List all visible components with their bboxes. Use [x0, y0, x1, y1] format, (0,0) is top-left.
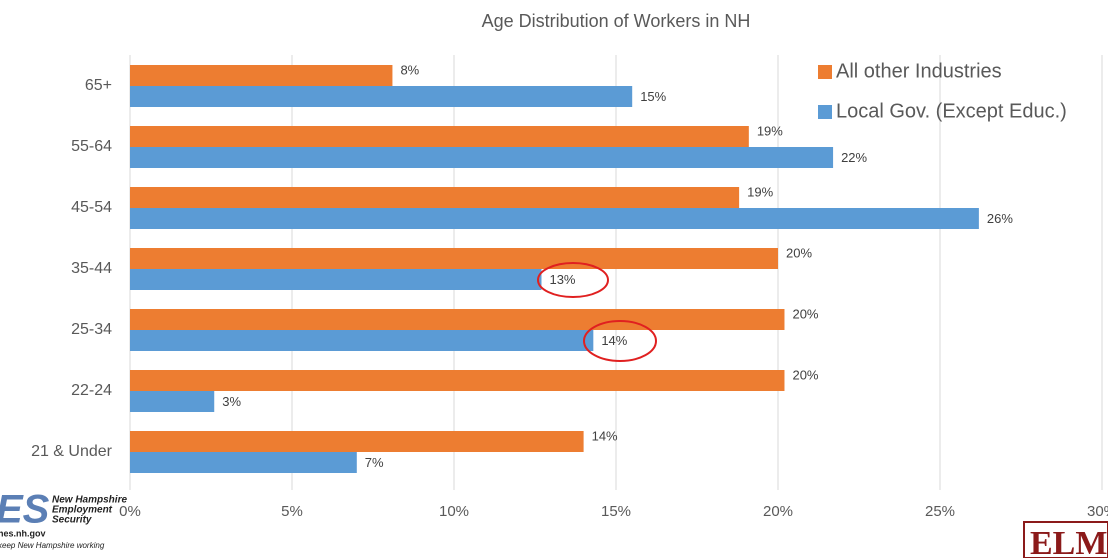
data-label: 14% [592, 428, 618, 443]
highlight-circle [537, 262, 609, 298]
bar [130, 452, 357, 473]
logo-text: New Hampshire [52, 495, 127, 506]
x-tick-label: 15% [601, 503, 631, 520]
bar [130, 248, 778, 269]
bar [130, 330, 594, 351]
bar [130, 86, 633, 107]
x-tick-label: 5% [281, 503, 303, 520]
elmi-logo: ELM [1023, 521, 1108, 558]
legend-swatch [818, 65, 832, 79]
chart-title: Age Distribution of Workers in NH [482, 11, 751, 31]
legend-label: Local Gov. (Except Educ.) [836, 100, 1067, 122]
bar [130, 309, 785, 330]
data-label: 15% [640, 89, 666, 104]
bar [130, 431, 584, 452]
logo-mark: ELM [1030, 525, 1107, 558]
bar [130, 187, 740, 208]
bar [130, 391, 215, 412]
y-tick-label: 65+ [85, 77, 112, 94]
bar [130, 147, 834, 168]
logo-tagline: keep New Hampshire working [0, 541, 105, 550]
data-label: 22% [841, 150, 867, 165]
data-label: 20% [792, 306, 818, 321]
logo-text: Employment [52, 505, 113, 516]
logo-box [1023, 521, 1108, 558]
y-tick-label: 55-64 [71, 138, 112, 155]
data-label: 8% [400, 62, 419, 77]
nhes-logo: ES New Hampshire Employment Security hes… [0, 488, 127, 551]
data-label: 7% [365, 455, 384, 470]
data-label: 13% [549, 272, 575, 287]
bar [130, 208, 979, 229]
y-tick-label: 21 & Under [31, 443, 113, 460]
y-tick-label: 35-44 [71, 260, 112, 277]
data-label: 20% [786, 245, 812, 260]
logo-mark: ES [0, 488, 50, 532]
data-label: 19% [757, 123, 783, 138]
y-tick-label: 25-34 [71, 321, 112, 338]
data-label: 19% [747, 184, 773, 199]
x-tick-label: 10% [439, 503, 469, 520]
data-label: 3% [222, 394, 241, 409]
bar [130, 269, 542, 290]
x-tick-label: 20% [763, 503, 793, 520]
bars [130, 65, 979, 473]
data-label: 14% [601, 333, 627, 348]
bar [130, 65, 393, 86]
logo-url: hes.nh.gov [0, 528, 46, 538]
legend-label: All other Industries [836, 60, 1002, 82]
data-label: 26% [987, 211, 1013, 226]
bar [130, 126, 749, 147]
highlight-circle [583, 320, 657, 362]
data-label: 20% [792, 367, 818, 382]
x-tick-label: 30% [1087, 503, 1108, 520]
y-tick-label: 45-54 [71, 199, 112, 216]
legend-swatch [818, 105, 832, 119]
x-tick-label: 25% [925, 503, 955, 520]
bar [130, 370, 785, 391]
logo-text: Security [52, 515, 92, 526]
x-tick-label: 0% [119, 503, 141, 520]
y-tick-label: 22-24 [71, 382, 112, 399]
